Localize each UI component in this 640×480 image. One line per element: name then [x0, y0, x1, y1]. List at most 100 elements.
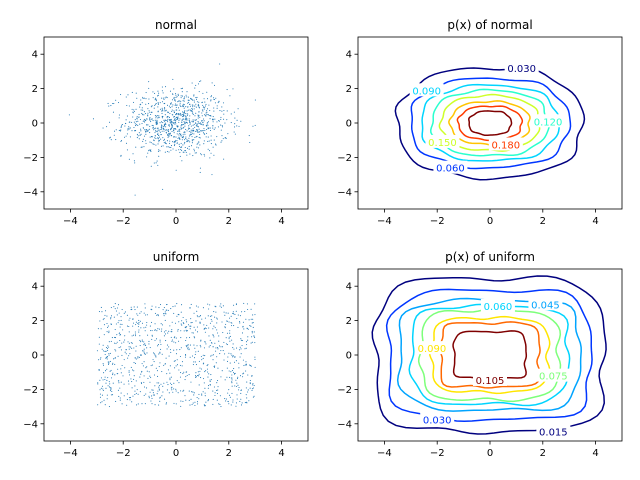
- scatter-point: [192, 99, 194, 101]
- scatter-point: [193, 150, 195, 152]
- scatter-point: [119, 323, 121, 325]
- scatter-point: [118, 320, 120, 322]
- scatter-point: [169, 119, 171, 121]
- scatter-point: [198, 141, 200, 143]
- scatter-point: [138, 116, 140, 118]
- scatter-point: [143, 375, 145, 377]
- contour-label: 0.120: [534, 117, 563, 128]
- scatter-point: [169, 112, 171, 115]
- scatter-point: [157, 328, 159, 330]
- scatter-point: [151, 124, 153, 126]
- scatter-point: [156, 370, 158, 372]
- scatter-point: [231, 385, 233, 387]
- scatter-point: [175, 104, 177, 106]
- scatter-point: [145, 140, 147, 142]
- scatter-point: [174, 104, 176, 106]
- scatter-point: [133, 375, 135, 377]
- scatter-point: [197, 121, 199, 123]
- scatter-point: [169, 140, 171, 142]
- scatter-point: [117, 380, 119, 382]
- scatter-point: [170, 103, 172, 105]
- scatter-point: [168, 133, 170, 135]
- scatter-point: [133, 347, 135, 349]
- scatter-point: [99, 393, 102, 395]
- scatter-point: [141, 102, 143, 104]
- scatter-point: [180, 148, 182, 151]
- scatter-point: [150, 330, 152, 332]
- scatter-point: [253, 384, 255, 387]
- scatter-point: [175, 109, 177, 111]
- scatter-point: [175, 103, 177, 105]
- scatter-point: [191, 139, 193, 141]
- scatter-point: [143, 361, 145, 363]
- scatter-point: [124, 339, 126, 341]
- scatter-point: [180, 347, 182, 349]
- scatter-point: [108, 406, 110, 408]
- scatter-point: [183, 107, 185, 109]
- scatter-point: [190, 303, 192, 305]
- scatter-point: [222, 350, 224, 352]
- scatter-point: [68, 114, 70, 116]
- scatter-point: [174, 118, 176, 120]
- scatter-point: [115, 139, 117, 141]
- scatter-point: [195, 84, 197, 86]
- scatter-point: [216, 136, 218, 138]
- scatter-point: [176, 96, 178, 98]
- scatter-point: [134, 123, 136, 125]
- scatter-point: [175, 353, 178, 355]
- scatter-point: [138, 323, 140, 325]
- scatter-point: [129, 127, 131, 129]
- scatter-point: [143, 327, 145, 329]
- scatter-point: [197, 131, 199, 133]
- scatter-point: [192, 113, 194, 116]
- scatter-point: [191, 108, 194, 110]
- scatter-point: [251, 336, 253, 338]
- scatter-point: [141, 122, 143, 125]
- scatter-point: [184, 141, 186, 143]
- scatter-point: [209, 345, 211, 347]
- scatter-point: [158, 92, 160, 94]
- scatter-point: [117, 355, 119, 357]
- scatter-point: [173, 402, 175, 404]
- scatter-point: [121, 342, 123, 344]
- scatter-point: [141, 403, 143, 405]
- scatter-point: [189, 103, 191, 105]
- scatter-point: [176, 113, 178, 115]
- scatter-point: [97, 328, 99, 330]
- scatter-point: [206, 128, 208, 131]
- scatter-point: [197, 371, 199, 373]
- scatter-point: [203, 347, 206, 349]
- scatter-point: [147, 377, 149, 379]
- scatter-point: [203, 108, 205, 110]
- scatter-point: [177, 118, 179, 120]
- scatter-point: [159, 348, 162, 350]
- scatter-point: [128, 371, 130, 373]
- scatter-point: [157, 315, 159, 317]
- scatter-point: [190, 325, 192, 327]
- scatter-point: [152, 119, 154, 122]
- scatter-point: [127, 341, 129, 343]
- scatter-point: [174, 360, 176, 362]
- scatter-point: [157, 375, 159, 378]
- scatter-point: [191, 108, 193, 110]
- scatter-point: [245, 401, 247, 403]
- scatter-point: [177, 114, 180, 116]
- scatter-point: [180, 95, 182, 97]
- scatter-point: [187, 348, 189, 350]
- scatter-point: [212, 328, 214, 330]
- scatter-point: [152, 389, 154, 391]
- scatter-point: [228, 389, 230, 391]
- scatter-point: [154, 97, 156, 99]
- scatter-point: [131, 387, 133, 389]
- contour-label-bg: [473, 372, 507, 386]
- scatter-point: [189, 356, 191, 358]
- scatter-point: [106, 358, 108, 360]
- scatter-point: [237, 314, 239, 316]
- scatter-point: [217, 347, 219, 349]
- scatter-point: [172, 104, 174, 106]
- scatter-point: [189, 344, 191, 346]
- scatter-point: [115, 400, 117, 402]
- contour-label: 0.090: [418, 344, 447, 355]
